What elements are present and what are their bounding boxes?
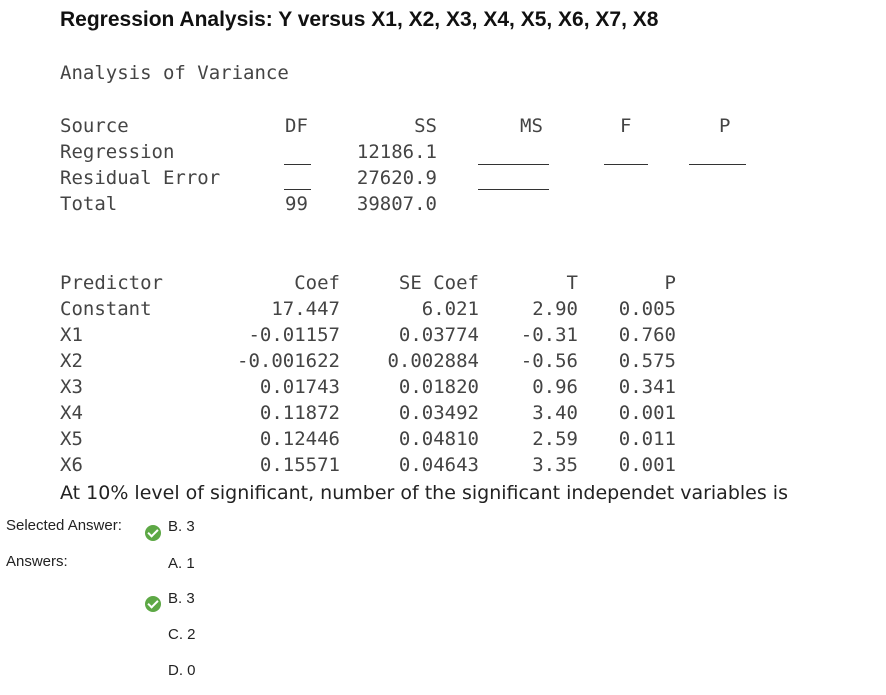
p-blank — [689, 164, 746, 165]
anova-header-p: P — [719, 115, 731, 137]
anova-header-ms: MS — [520, 115, 543, 137]
coef-header-predictor: Predictor — [60, 272, 163, 294]
answer-letter: D. — [168, 662, 183, 679]
coef-cell-predictor: X1 — [60, 324, 83, 346]
anova-header-source: Source — [60, 115, 129, 137]
coef-cell-se: 0.03774 — [398, 324, 479, 346]
anova-source-residual: Residual Error — [60, 167, 221, 189]
coef-cell-predictor: X4 — [60, 402, 83, 424]
anova-header-f: F — [620, 115, 632, 137]
selected-answer-label: Selected Answer: — [6, 517, 122, 534]
coef-cell-p: 0.001 — [618, 402, 676, 424]
coef-cell-se: 0.01820 — [398, 376, 479, 398]
coef-cell-coef: 0.11872 — [259, 402, 340, 424]
correct-check-icon — [145, 525, 161, 541]
coef-cell-t: 2.59 — [532, 428, 578, 450]
coef-cell-p: 0.575 — [618, 350, 676, 372]
answers-label: Answers: — [6, 553, 68, 570]
coef-header-coef: Coef — [294, 272, 340, 294]
coef-cell-predictor: X2 — [60, 350, 83, 372]
answer-value: 0 — [187, 662, 196, 679]
coef-cell-se: 0.04643 — [398, 454, 479, 476]
coef-cell-p: 0.001 — [618, 454, 676, 476]
coef-cell-predictor: X6 — [60, 454, 83, 476]
coef-cell-se: 6.021 — [421, 298, 479, 320]
selected-answer-letter: B. — [168, 518, 183, 535]
coef-header-se: SE Coef — [398, 272, 479, 294]
question-text: At 10% level of significant, number of t… — [60, 482, 788, 504]
coef-header-p: P — [664, 272, 676, 294]
coef-cell-coef: 17.447 — [271, 298, 340, 320]
coef-cell-p: 0.760 — [618, 324, 676, 346]
coef-header-t: T — [566, 272, 578, 294]
answer-option-c: C. 2 — [168, 626, 196, 643]
coef-cell-coef: 0.12446 — [259, 428, 340, 450]
coef-cell-coef: 0.01743 — [259, 376, 340, 398]
selected-answer: B. 3 — [168, 518, 195, 535]
coef-cell-p: 0.341 — [618, 376, 676, 398]
anova-header-df: DF — [285, 115, 308, 137]
coef-cell-t: 3.40 — [532, 402, 578, 424]
coef-cell-se: 0.04810 — [398, 428, 479, 450]
coef-cell-t: -0.31 — [520, 324, 578, 346]
coef-cell-t: 0.96 — [532, 376, 578, 398]
answer-letter: B. — [168, 590, 183, 607]
anova-ss-total: 39807.0 — [356, 193, 437, 215]
anova-heading: Analysis of Variance — [60, 62, 289, 84]
f-blank — [604, 164, 648, 165]
coef-cell-p: 0.005 — [618, 298, 676, 320]
anova-ss-residual: 27620.9 — [356, 167, 437, 189]
selected-answer-value: 3 — [186, 518, 195, 535]
coef-cell-t: -0.56 — [520, 350, 578, 372]
anova-source-total: Total — [60, 193, 118, 215]
answer-letter: A. — [168, 555, 183, 572]
coef-cell-se: 0.03492 — [398, 402, 479, 424]
correct-check-icon — [145, 596, 161, 612]
anova-source-regression: Regression — [60, 141, 175, 163]
df-blank-residual — [284, 189, 311, 190]
anova-ss-regression: 12186.1 — [356, 141, 437, 163]
coef-cell-t: 3.35 — [532, 454, 578, 476]
answer-option-a: A. 1 — [168, 555, 195, 572]
coef-cell-se: 0.002884 — [387, 350, 479, 372]
coef-cell-predictor: Constant — [60, 298, 152, 320]
ms-blank-residual — [478, 189, 549, 190]
answer-option-b: B. 3 — [168, 590, 195, 607]
ms-blank-regression — [478, 164, 549, 165]
anova-header-ss: SS — [414, 115, 437, 137]
coef-cell-t: 2.90 — [532, 298, 578, 320]
coef-cell-coef: -0.01157 — [248, 324, 340, 346]
coef-cell-coef: -0.001622 — [237, 350, 340, 372]
coef-cell-predictor: X5 — [60, 428, 83, 450]
anova-df-total: 99 — [285, 193, 308, 215]
answer-value: 2 — [187, 626, 196, 643]
answer-option-d: D. 0 — [168, 662, 196, 679]
coef-cell-predictor: X3 — [60, 376, 83, 398]
coef-cell-p: 0.011 — [618, 428, 676, 450]
df-blank-regression — [284, 164, 311, 165]
coef-cell-coef: 0.15571 — [259, 454, 340, 476]
page-title: Regression Analysis: Y versus X1, X2, X3… — [60, 8, 659, 31]
answer-value: 1 — [186, 555, 195, 572]
answer-value: 3 — [186, 590, 195, 607]
answer-letter: C. — [168, 626, 183, 643]
